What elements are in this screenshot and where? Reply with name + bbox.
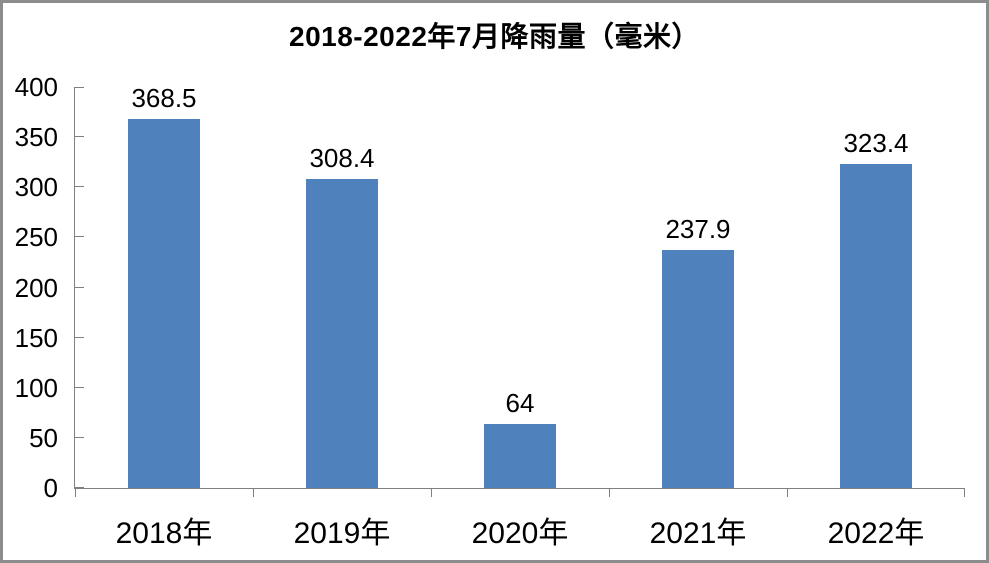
- bar: [128, 118, 200, 488]
- category-slot: 64 2020年: [431, 87, 609, 550]
- chart-title: 2018-2022年7月降雨量（毫米）: [289, 21, 700, 52]
- x-axis-tick: [75, 488, 76, 497]
- y-axis-tick: [75, 336, 84, 338]
- x-axis-tick: [964, 488, 965, 497]
- y-axis-tick-label: 300: [14, 172, 58, 203]
- category-slot: 323.4 2022年: [787, 87, 965, 550]
- y-axis-tick-label: 100: [14, 372, 58, 403]
- x-axis-category-label: 2022年: [827, 517, 925, 550]
- y-axis-tick-label: 150: [14, 322, 58, 353]
- y-axis-tick: [75, 236, 84, 238]
- y-axis-tick: [75, 87, 84, 88]
- y-axis-tick: [75, 487, 84, 488]
- x-axis-tick: [609, 488, 610, 497]
- x-axis-tick: [253, 488, 254, 497]
- bar: [840, 163, 912, 488]
- x-axis-tick: [431, 488, 432, 497]
- y-axis-tick: [75, 386, 84, 388]
- bar-value-label: 237.9: [665, 213, 731, 244]
- bar-value-label: 323.4: [843, 127, 909, 158]
- x-axis-tick: [787, 488, 788, 497]
- x-axis-category-label: 2020年: [471, 517, 569, 550]
- category-slot: 368.5 2018年: [75, 82, 253, 550]
- y-axis-tick-label: 350: [14, 122, 58, 153]
- category-slot: 308.4 2019年: [253, 87, 431, 550]
- bar-value-label: 368.5: [131, 82, 197, 113]
- y-axis-tick: [75, 286, 84, 288]
- bar: [662, 249, 734, 488]
- category-slot: 237.9 2021年: [609, 87, 787, 550]
- y-axis-tick: [75, 436, 84, 438]
- y-axis-tick: [75, 186, 84, 188]
- bar: [484, 423, 556, 488]
- y-axis-tick-label: 0: [43, 473, 58, 503]
- bar-value-label: 64: [505, 387, 535, 418]
- y-axis-tick-label: 250: [14, 222, 58, 253]
- plot-area: 0 50 100 150 200 250 300 350 400 368.5 2018年 308.4 2…: [15, 72, 965, 550]
- bar: [306, 178, 378, 488]
- y-axis-tick: [75, 136, 84, 138]
- y-axis-tick-label: 400: [14, 72, 58, 102]
- y-axis-tick-label: 200: [14, 272, 58, 303]
- x-axis-category-label: 2019年: [293, 517, 391, 550]
- x-axis-category-label: 2021年: [649, 517, 747, 550]
- y-axis-tick-label: 50: [29, 422, 58, 453]
- x-axis-category-label: 2018年: [115, 517, 213, 550]
- bar-value-label: 308.4: [309, 142, 375, 173]
